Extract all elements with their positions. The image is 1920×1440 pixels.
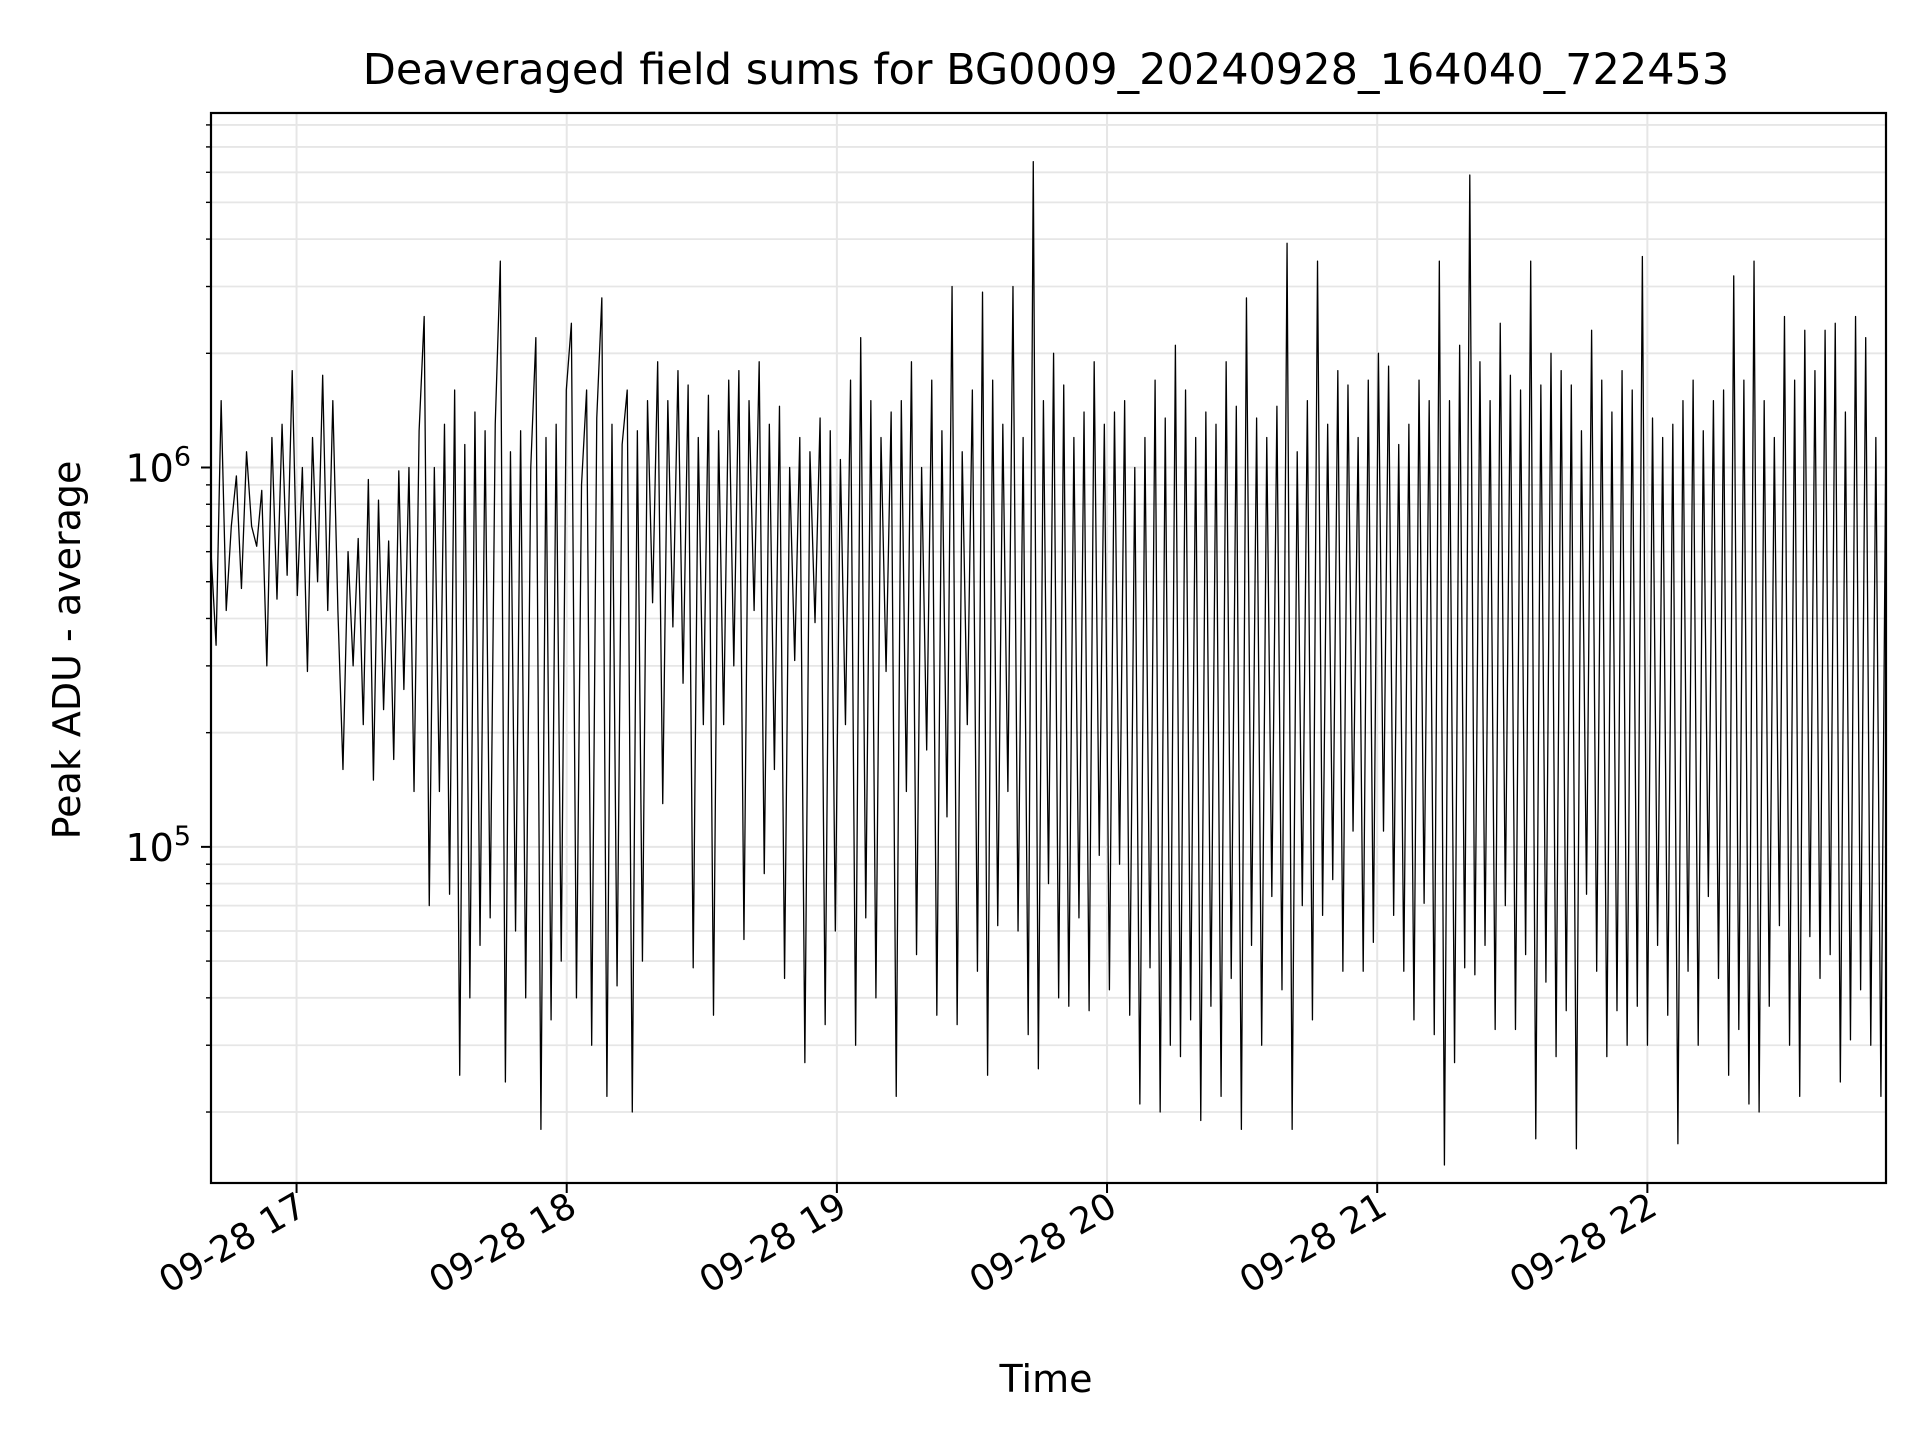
- y-tick-label: 105: [125, 821, 191, 870]
- y-tick-base: 10: [125, 826, 173, 870]
- y-tick-exponent: 5: [174, 821, 191, 852]
- chart-title: Deaveraged field sums for BG0009_2024092…: [363, 45, 1730, 95]
- plot-frame: [209, 111, 1888, 1185]
- y-tick-base: 10: [125, 447, 173, 491]
- series-line: [210, 161, 1887, 1166]
- x-axis-label: Time: [999, 1357, 1093, 1401]
- y-gridlines: [211, 124, 1886, 1113]
- y-tick-label: 106: [125, 442, 191, 491]
- y-axis-label: Peak ADU - average: [45, 461, 89, 840]
- y-tick-exponent: 6: [174, 442, 191, 473]
- x-gridlines: [295, 113, 1649, 1183]
